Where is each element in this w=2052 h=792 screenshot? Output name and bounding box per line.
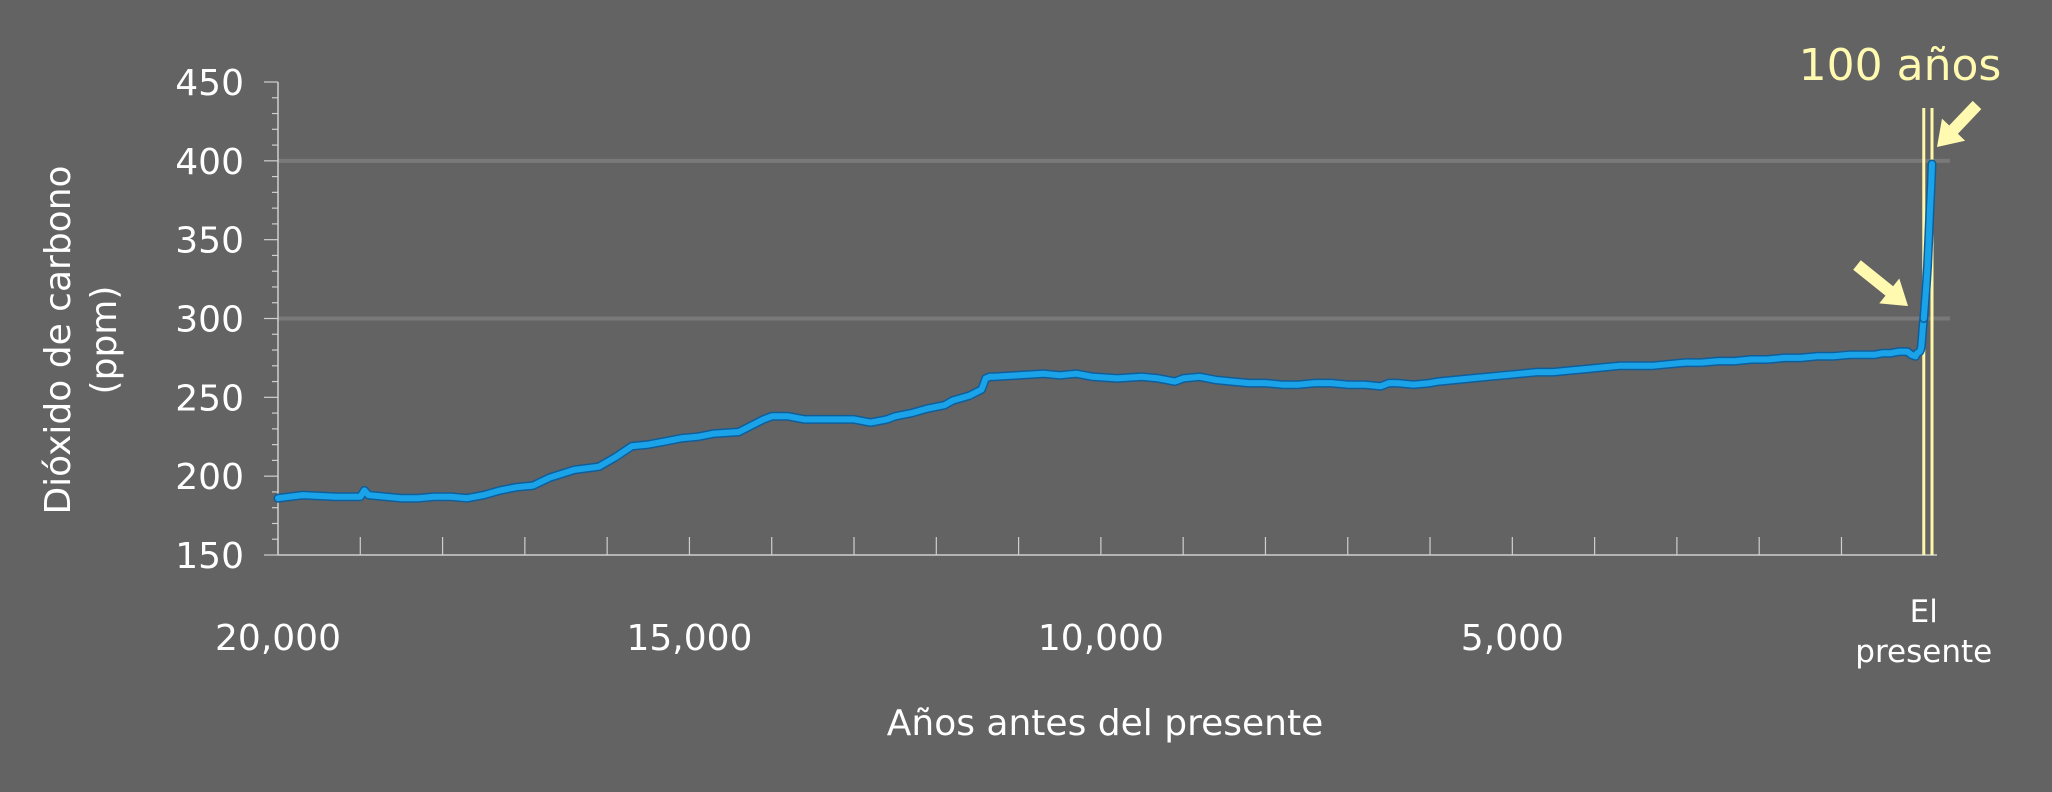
x-tick-label: 5,000 <box>1461 618 1564 659</box>
x-tick-label: 10,000 <box>1038 618 1164 659</box>
y-tick-label: 400 <box>175 142 244 183</box>
y-axis-title-line: (ppm) <box>84 286 125 395</box>
arrow-to-present <box>1853 260 1908 306</box>
x-tick-label: El <box>1910 594 1938 630</box>
y-tick-label: 300 <box>175 300 244 341</box>
x-tick-label: 20,000 <box>215 618 341 659</box>
x-axis-title: Años antes del presente <box>887 703 1323 744</box>
series-line-0 <box>275 315 1927 502</box>
x-tick-label: presente <box>1855 634 1992 670</box>
y-tick-label: 150 <box>175 536 244 577</box>
y-axis-title-line: Dióxido de carbono <box>38 165 79 514</box>
y-tick-label: 250 <box>175 378 244 419</box>
series-line-1 <box>1920 161 1935 322</box>
arrow-to-peak <box>1937 100 1982 147</box>
y-axis-title: Dióxido de carbono (ppm) <box>38 165 125 514</box>
annotation-label: 100 años <box>1799 40 2002 91</box>
y-tick-label: 450 <box>175 63 244 104</box>
y-tick-label: 350 <box>175 221 244 262</box>
x-tick-label: 15,000 <box>626 618 752 659</box>
y-tick-label: 200 <box>175 457 244 498</box>
series-outline-0 <box>273 314 1929 503</box>
